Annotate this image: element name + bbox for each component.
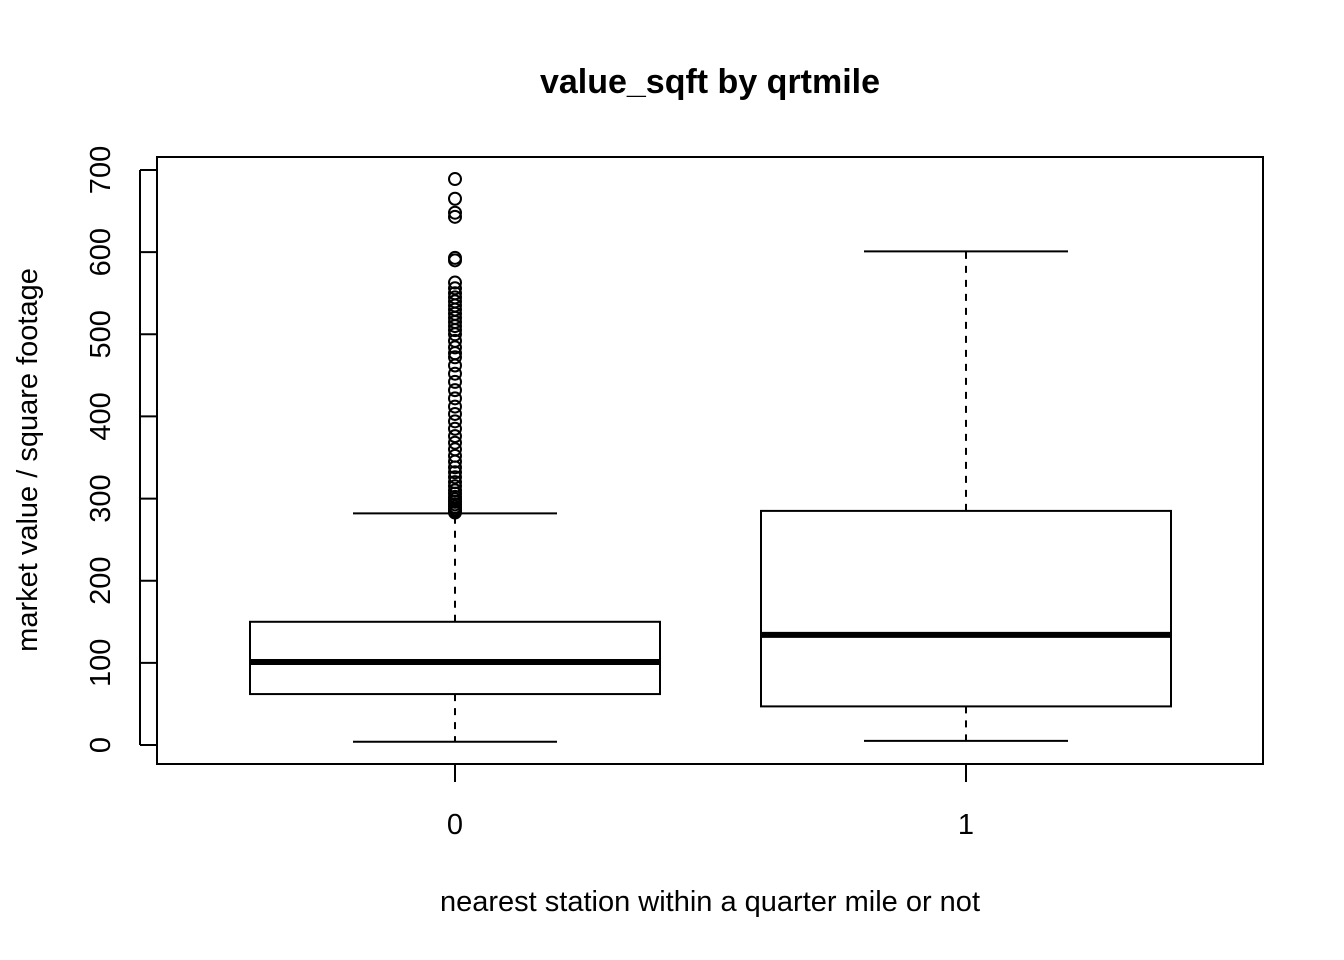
- boxes-layer: [249, 172, 1172, 743]
- outlier-point: [448, 406, 462, 421]
- x-tick-label: 0: [447, 809, 463, 841]
- iqr-box: [249, 620, 661, 696]
- outlier-point: [448, 172, 462, 187]
- x-axis-label: nearest station within a quarter mile or…: [440, 886, 980, 918]
- box-group-0: [249, 172, 661, 743]
- outlier-point: [448, 366, 462, 381]
- outlier-point: [448, 391, 462, 406]
- x-tick-label: 1: [958, 809, 974, 841]
- outlier-point: [448, 191, 462, 206]
- outlier-point: [448, 442, 462, 457]
- outlier-point: [448, 290, 462, 305]
- y-tick-label: 100: [85, 639, 117, 687]
- y-axis-label: market value / square footage: [12, 268, 44, 652]
- outlier-point: [448, 374, 462, 389]
- outlier-point: [448, 383, 462, 398]
- outlier-point: [448, 470, 462, 485]
- iqr-box: [760, 509, 1172, 708]
- outlier-point: [448, 421, 462, 436]
- outlier-point: [448, 286, 462, 301]
- outlier-point: [448, 350, 462, 365]
- outlier-point: [448, 333, 462, 348]
- y-axis: 0 100 200 300 400 500 600 700: [85, 146, 157, 753]
- outlier-point: [448, 429, 462, 444]
- outlier-point: [448, 294, 462, 309]
- box-group-1: [760, 250, 1172, 742]
- outlier-point: [448, 414, 462, 429]
- outlier-point: [448, 435, 462, 450]
- outlier-point: [448, 479, 462, 494]
- outlier-point: [448, 340, 462, 355]
- outlier-point: [448, 483, 462, 498]
- y-tick-label: 500: [85, 310, 117, 358]
- outlier-point: [448, 205, 462, 220]
- outlier-point: [448, 250, 462, 265]
- outlier-point: [448, 465, 462, 480]
- outlier-point: [448, 399, 462, 414]
- outlier-point: [448, 448, 462, 463]
- y-tick-label: 400: [85, 392, 117, 440]
- outlier-point: [448, 209, 462, 224]
- y-tick-label: 600: [85, 228, 117, 276]
- plot-frame: [156, 156, 1264, 765]
- outlier-point: [448, 275, 462, 290]
- y-tick-label: 200: [85, 557, 117, 605]
- chart-title: value_sqft by qrtmile: [540, 63, 880, 101]
- outlier-point: [448, 475, 462, 490]
- outlier-point: [448, 281, 462, 296]
- y-tick-label: 0: [85, 737, 117, 753]
- y-tick-label: 300: [85, 474, 117, 522]
- y-tick-label: 700: [85, 146, 117, 194]
